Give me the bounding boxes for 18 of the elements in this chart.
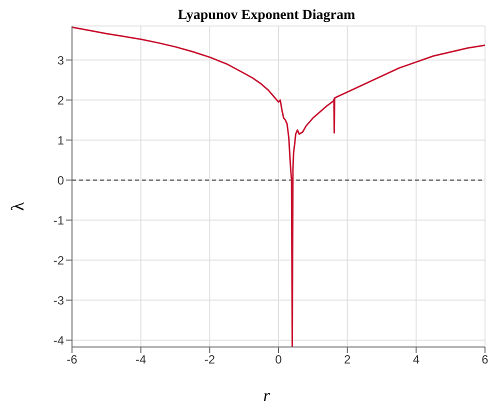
y-tick-label: 3 bbox=[57, 53, 64, 68]
y-tick-label: -2 bbox=[53, 253, 64, 268]
x-tick-label: -2 bbox=[204, 352, 216, 367]
x-axis-title: r bbox=[262, 386, 271, 406]
x-tick-label: 0 bbox=[275, 352, 282, 367]
y-tick-label: 2 bbox=[57, 93, 64, 108]
chart-title: Lyapunov Exponent Diagram bbox=[176, 8, 356, 24]
x-tick-label: 6 bbox=[482, 352, 489, 367]
x-tick-label: -6 bbox=[66, 352, 78, 367]
x-tick-label: 2 bbox=[344, 352, 351, 367]
x-tick-label: 4 bbox=[412, 352, 420, 367]
y-tick-label: 0 bbox=[57, 173, 64, 188]
y-tick-label: -1 bbox=[53, 213, 64, 228]
x-tick-label: -4 bbox=[135, 352, 146, 367]
y-tick-label: 1 bbox=[57, 133, 64, 148]
y-tick-label: -4 bbox=[53, 333, 64, 348]
y-axis-title: λ bbox=[8, 201, 28, 213]
y-tick-label: -3 bbox=[53, 293, 64, 308]
